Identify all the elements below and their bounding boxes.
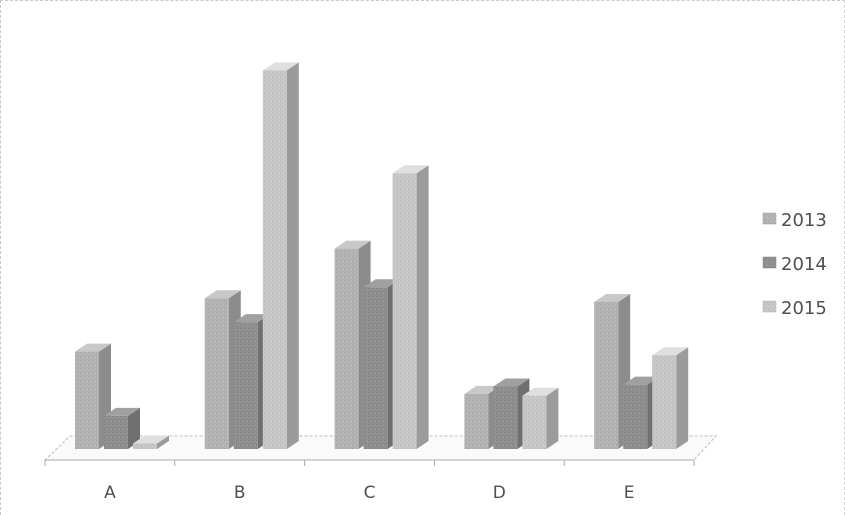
bar-texture: [233, 322, 258, 449]
bar-side-face: [157, 435, 169, 449]
legend-item-2013: 2013: [762, 210, 827, 231]
bar-top-face: [522, 387, 559, 396]
x-axis-ticks: [44, 460, 695, 466]
bar-top-face: [363, 279, 400, 288]
x-axis-label-b: B: [234, 483, 246, 503]
legend-swatch-texture: [763, 301, 776, 312]
legend-swatch-texture: [763, 213, 776, 224]
bar-texture: [652, 355, 677, 449]
bar-side-face: [286, 62, 299, 449]
bar-side-face: [546, 387, 559, 449]
x-axis-label-c: C: [364, 483, 376, 503]
legend: 2013 2014 2015: [762, 210, 827, 319]
bar-texture: [75, 351, 99, 449]
bar-top-face: [104, 407, 140, 416]
bar-texture: [204, 298, 229, 449]
bar-d-2014: [493, 378, 530, 449]
bar-side-face: [416, 165, 429, 450]
legend-swatch-texture: [763, 257, 776, 268]
bar-a-2014: [104, 407, 140, 449]
bar-texture: [334, 248, 359, 449]
x-axis-label-d: D: [493, 483, 506, 503]
bar-texture: [464, 393, 489, 449]
bar-top-face: [334, 240, 371, 249]
bar-side-face: [676, 347, 689, 449]
bar-texture: [493, 386, 518, 449]
bar-texture: [594, 301, 619, 449]
legend-label: 2013: [781, 210, 827, 231]
bar-texture: [392, 173, 417, 450]
bar-b-2014: [233, 314, 270, 449]
bar-texture: [104, 415, 128, 449]
legend-label: 2015: [781, 298, 827, 319]
bar-series-group: [75, 62, 689, 450]
bar-e-2013: [594, 293, 631, 449]
bar-b-2015: [262, 62, 299, 449]
legend-item-2014: 2014: [762, 254, 827, 275]
bar-a-2013: [75, 343, 111, 449]
x-axis-labels: A B C D E: [104, 483, 634, 503]
bar-top-face: [204, 290, 241, 299]
bar-d-2015: [522, 387, 559, 449]
bar-texture: [522, 395, 547, 449]
bar-top-face: [262, 62, 299, 71]
bar-texture: [133, 443, 157, 449]
legend-label: 2014: [781, 254, 827, 275]
bar-top-face: [392, 165, 429, 174]
bar-texture: [623, 384, 648, 449]
bar-top-face: [652, 347, 689, 356]
bar-e-2015: [652, 347, 689, 449]
bar-a-2015: [133, 435, 169, 449]
bar-side-face: [128, 407, 140, 449]
bar-top-face: [133, 435, 169, 444]
legend-item-2015: 2015: [762, 298, 827, 319]
bar-top-face: [464, 385, 501, 394]
bar-c-2014: [363, 279, 400, 449]
bar-top-face: [623, 376, 660, 385]
x-axis-label-a: A: [104, 483, 116, 503]
bar-top-face: [493, 378, 530, 387]
bar-top-face: [233, 314, 270, 323]
x-axis-label-e: E: [624, 483, 635, 503]
bar-texture: [363, 287, 388, 449]
bar-texture: [262, 70, 287, 449]
bar-top-face: [75, 343, 111, 352]
bar-top-face: [594, 293, 631, 302]
bar-c-2015: [392, 165, 429, 450]
